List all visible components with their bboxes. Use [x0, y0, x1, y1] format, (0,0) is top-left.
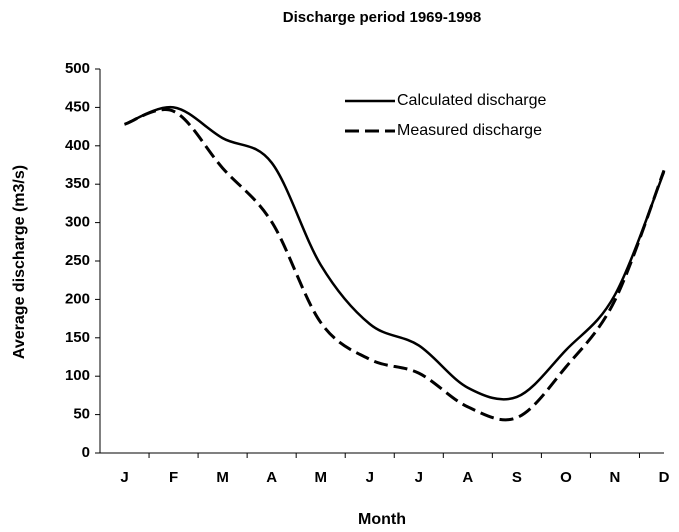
x-tick-label: O [560, 469, 572, 486]
x-tick-label: D [659, 469, 670, 486]
y-tick-label: 300 [65, 214, 90, 231]
x-tick-label: A [266, 469, 277, 486]
x-axis-label: Month [358, 511, 406, 528]
y-tick-label: 250 [65, 252, 90, 269]
line-series [124, 106, 666, 401]
y-tick-label: 0 [82, 444, 90, 461]
y-tick-label: 400 [65, 137, 90, 154]
chart-title: Discharge period 1969-1998 [283, 9, 481, 26]
y-tick-label: 100 [65, 367, 90, 384]
x-tick-label: F [169, 469, 178, 486]
x-tick-label: M [216, 469, 229, 486]
line-series [123, 108, 666, 422]
y-tick-label: 50 [73, 406, 90, 423]
x-tick-label: N [610, 469, 621, 486]
y-tick-label: 200 [65, 290, 90, 307]
legend-label: Measured discharge [397, 122, 542, 139]
y-tick-label: 350 [65, 175, 90, 192]
y-axis-label: Average discharge (m3/s) [11, 165, 28, 359]
y-tick-label: 450 [65, 98, 90, 115]
y-tick-label: 500 [65, 60, 90, 77]
x-tick-label: S [512, 469, 522, 486]
x-tick-label: J [120, 469, 128, 486]
legend-label: Calculated discharge [397, 92, 547, 109]
y-tick-label: 150 [65, 329, 90, 346]
x-tick-label: M [314, 469, 327, 486]
x-tick-label: A [462, 469, 473, 486]
x-tick-label: J [415, 469, 423, 486]
x-tick-label: J [366, 469, 374, 486]
